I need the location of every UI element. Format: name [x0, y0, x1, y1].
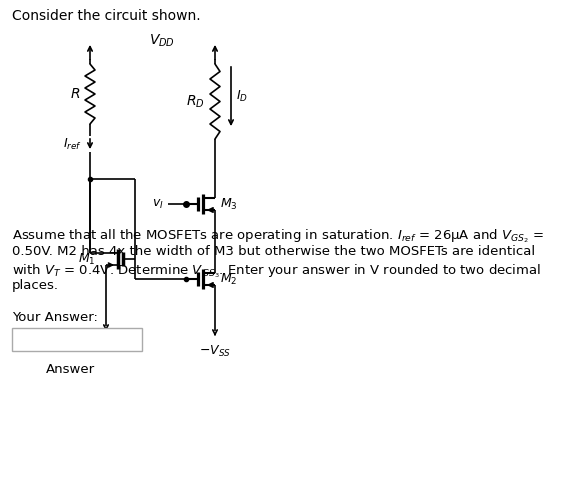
Text: $M_2$: $M_2$ [220, 271, 237, 286]
Text: 0.50V. M2 has 4x the width of M3 but otherwise the two MOSFETs are identical: 0.50V. M2 has 4x the width of M3 but oth… [12, 245, 535, 257]
Text: $M_3$: $M_3$ [220, 197, 237, 212]
Text: with $\it{V}_T$ = 0.4V. Determine $\it{V}_{GS_3}$. Enter your answer in V rounde: with $\it{V}_T$ = 0.4V. Determine $\it{V… [12, 262, 541, 279]
Text: $R_D$: $R_D$ [186, 93, 205, 110]
Text: $-V_{SS}$: $-V_{SS}$ [199, 344, 231, 359]
Text: $M_1$: $M_1$ [79, 251, 96, 266]
Text: Answer: Answer [46, 363, 95, 376]
Text: $V_{DD}$: $V_{DD}$ [149, 32, 175, 49]
Text: $-V_{SS}$: $-V_{SS}$ [90, 339, 122, 354]
Text: Consider the circuit shown.: Consider the circuit shown. [12, 9, 201, 23]
Text: $v_I$: $v_I$ [152, 198, 164, 211]
FancyBboxPatch shape [12, 328, 142, 351]
Text: places.: places. [12, 279, 59, 292]
Text: Assume that all the MOSFETs are operating in saturation. $\it{I}_{ref}$ = 26μA a: Assume that all the MOSFETs are operatin… [12, 227, 544, 245]
Text: $R$: $R$ [69, 87, 80, 101]
Text: $I_{ref}$: $I_{ref}$ [63, 136, 82, 152]
Text: $I_D$: $I_D$ [236, 89, 248, 104]
Text: Your Answer:: Your Answer: [12, 311, 98, 324]
